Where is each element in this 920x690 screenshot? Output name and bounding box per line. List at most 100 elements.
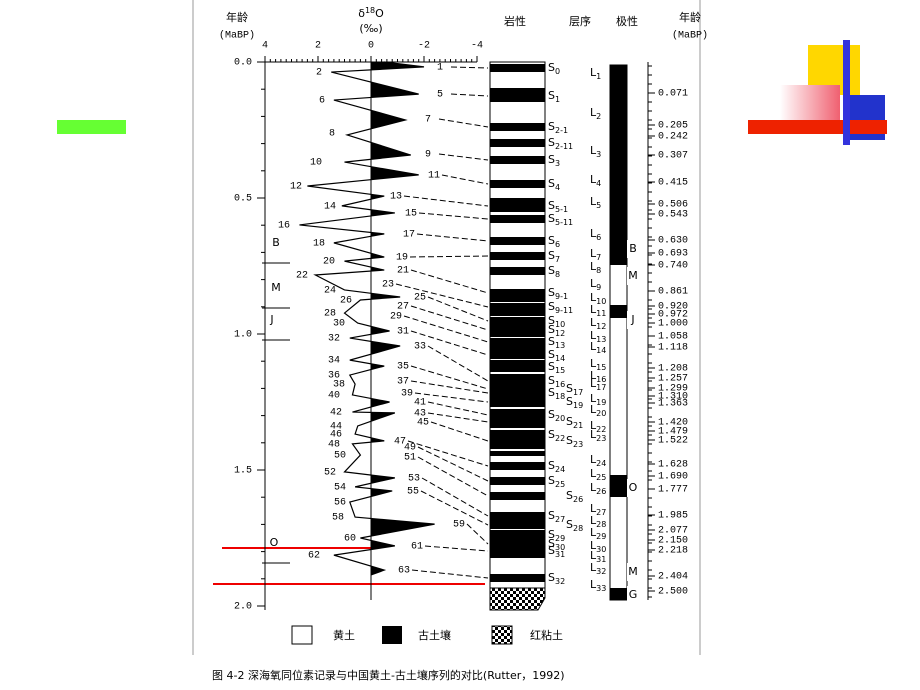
loess-sub: 33 [596,584,606,593]
right-age-label: 2.077 [658,526,688,537]
red-clay [489,587,546,611]
loess-label: L12 [590,316,606,331]
paleosol-letter: S [548,61,555,74]
polarity-box [627,586,640,604]
polarity-label: M [628,269,638,282]
loess-label: L25 [590,467,606,482]
paleosol-letter: S [548,408,555,421]
paleosol-band [490,518,545,522]
paleosol-band [490,290,545,295]
paleosol-band [490,451,545,456]
stage-number: 12 [290,182,302,193]
blue-bar [843,40,850,145]
paleosol-label: S2-1 [548,120,568,135]
stage-number: 18 [313,239,325,250]
caption: 图 4-2 深海氧同位素记录与中国黄土-古土壤序列的对比(Rutter，1992… [212,668,565,682]
right-age-label: 0.415 [658,178,688,189]
stage-number: 27 [397,302,409,313]
loess-letter: L [590,561,597,574]
loess-sub: 11 [596,309,606,318]
paleosol-label: S20 [548,408,565,423]
paleosol-sub: 32 [555,577,565,586]
correlation-line [450,66,489,69]
loess-letter: L [590,260,597,273]
loess-sub: 19 [596,398,606,407]
stage-number: 51 [404,453,416,464]
paleosol-sub: 24 [555,465,565,474]
right-age-label: 1.628 [658,460,688,471]
right-age-unit: (MaBP) [672,30,708,42]
paleosol-sub: 25 [555,480,565,489]
paleosol-band [490,123,545,131]
loess-label: L23 [590,428,606,443]
correlation-line [395,283,489,308]
paleosol-band [490,395,545,400]
loess-sub: 30 [596,545,606,554]
right-age-label: 1.058 [658,332,688,343]
stage-number: 9 [425,150,431,161]
normal-polarity [610,588,627,600]
loess-letter: L [590,227,597,240]
paleosol-label: S32 [548,571,565,586]
loess-label: L3 [590,144,601,159]
right-age-label: 0.972 [658,310,688,321]
paleosol-letter: S [548,136,555,149]
stage-number: 62 [308,551,320,562]
loess-letter: L [590,526,597,539]
stage-number: 46 [330,430,342,441]
green-bar [57,120,126,134]
loess-label: L20 [590,403,606,418]
paleosol-letter: S [566,415,573,428]
loess-letter: L [590,502,597,515]
loess-letter: L [590,481,597,494]
stage-number: 61 [411,542,423,553]
paleosol-label: S8 [548,264,560,279]
stage-number: 15 [405,209,417,220]
right-age-label: 0.920 [658,302,688,313]
stage-number: 54 [334,483,346,494]
stage-number: 16 [278,221,290,232]
stage-number: 13 [390,192,402,203]
stage-number: 56 [334,498,346,509]
paleosol-sub: 17 [573,388,583,397]
paleosol-sub: 14 [555,354,565,363]
loess-letter: L [590,467,597,480]
stage-number: 45 [417,418,429,429]
loess-letter: L [590,539,597,552]
paleosol-sub: 3 [555,159,560,168]
paleosol-label: S23 [566,434,583,449]
paleosol-sub: 23 [573,440,583,449]
stage-number: 55 [407,487,419,498]
paleosol-band [490,325,545,330]
paleosol-letter: S [548,360,555,373]
correlation-line [418,212,489,220]
paleosol-sub: 20 [555,414,565,423]
paleosol-label: S13 [548,335,565,350]
stage-number: 47 [394,437,406,448]
paleosol-sub: 19 [573,401,583,410]
paleosol-band [490,423,545,428]
age-tick-label: 2.0 [234,602,252,613]
paleosol-label: S5-1 [548,199,568,214]
stage-number: 11 [428,171,440,182]
paleosol-letter: S [566,395,573,408]
stage-number: 41 [414,398,426,409]
paleosol-sub: 1 [555,95,560,104]
right-age-label: 0.071 [658,89,688,100]
paleosol-band [490,388,545,393]
loess-sub: 29 [596,532,606,541]
isotope-sup: 18 [365,6,375,15]
paleosol-label: S6 [548,234,560,249]
paleosol-label: S12 [548,323,565,338]
right-age-label: 1.985 [658,511,688,522]
isotope-title: δ18O [358,6,384,21]
right-age-label: 1.310 [658,392,688,403]
loess-label: L31 [590,549,606,564]
correlation-line [410,380,489,394]
polarity-box [627,479,640,497]
paleosol-letter: S [566,434,573,447]
paleosol-letter: S [566,518,573,531]
loess-label: L17 [590,377,606,392]
paleosol-sub: 18 [555,392,565,401]
right-age-label: 1.690 [658,472,688,483]
